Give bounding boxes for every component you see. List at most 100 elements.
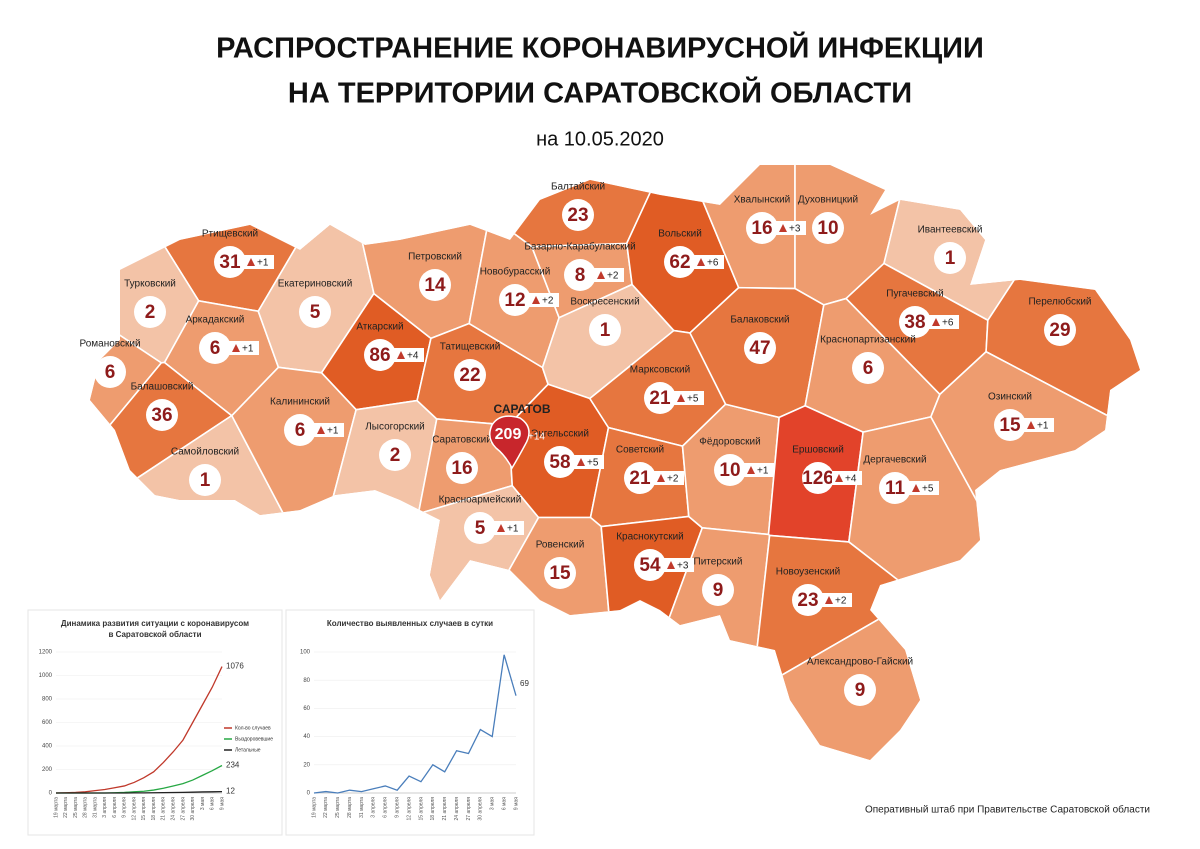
labels: Ртищевский 31 +1 Турковский 2 Аркадакский 6 +1 Р… <box>79 182 1092 706</box>
x-tick-label: 30 апреля <box>478 797 484 821</box>
case-badge <box>562 199 594 231</box>
district-name: Озинский <box>988 392 1032 403</box>
case-badge <box>812 212 844 244</box>
case-badge <box>702 574 734 606</box>
chart-title: в Саратовской области <box>108 630 201 639</box>
delta: +4 <box>407 351 419 362</box>
x-tick-label: 15 апреля <box>418 797 424 821</box>
case-count: 16 <box>751 218 772 239</box>
district-name: Романовский <box>79 339 140 350</box>
district-name: Екатериновский <box>278 279 353 290</box>
delta-arrow <box>747 466 755 474</box>
delta: +4 <box>845 474 857 485</box>
delta-arrow <box>697 258 705 266</box>
y-tick-label: 100 <box>300 650 311 656</box>
case-count: 126 <box>802 468 834 489</box>
case-badge <box>464 512 496 544</box>
delta-arrow <box>397 351 405 359</box>
district-name: Аткарский <box>356 322 403 333</box>
x-tick-label: 25 марта <box>335 797 341 818</box>
x-tick-label: 24 апреля <box>171 797 177 821</box>
district-name: Дергачевский <box>863 455 926 466</box>
series-line <box>313 654 517 794</box>
x-tick-label: 19 марта <box>311 797 317 818</box>
district-name: Татищевский <box>440 342 501 353</box>
case-count: 21 <box>649 388 671 409</box>
delta-arrow <box>532 296 540 304</box>
case-badge <box>499 284 531 316</box>
district-name: Александрово-Гайский <box>807 657 913 668</box>
x-tick-label: 30 апреля <box>190 797 196 821</box>
x-tick-label: 27 апреля <box>466 797 472 821</box>
case-badge <box>714 454 746 486</box>
delta: +1 <box>757 466 769 477</box>
case-badge <box>544 446 576 478</box>
case-badge <box>446 452 478 484</box>
case-badge <box>564 259 596 291</box>
case-badge <box>624 462 656 494</box>
delta: +5 <box>687 394 699 405</box>
y-tick-label: 40 <box>303 734 310 740</box>
case-count: 2 <box>145 302 156 323</box>
case-badge <box>792 584 824 616</box>
district-name: Марксовский <box>630 365 690 376</box>
x-tick-label: 18 апреля <box>430 797 436 821</box>
case-count: 6 <box>863 358 874 379</box>
district-name: Ершовский <box>792 445 844 456</box>
case-count: 10 <box>817 218 838 239</box>
end-value-label: 1076 <box>226 662 244 671</box>
case-badge <box>379 439 411 471</box>
title-line: НА ТЕРРИТОРИИ САРАТОВСКОЙ ОБЛАСТИ <box>288 76 912 110</box>
case-count: 21 <box>629 468 651 489</box>
district-name: Краснокутский <box>616 532 684 543</box>
case-count: 38 <box>904 312 925 333</box>
case-count: 14 <box>424 275 446 296</box>
end-value-label: 69 <box>520 679 529 688</box>
district-name: Саратовский <box>432 435 492 446</box>
case-badge <box>802 462 834 494</box>
district-name: Новобурасский <box>480 266 551 278</box>
delta: +2 <box>835 596 847 607</box>
x-tick-label: 12 апреля <box>406 797 412 821</box>
case-badge <box>454 359 486 391</box>
district-name: Ровенский <box>536 540 585 551</box>
y-tick-label: 0 <box>307 791 311 797</box>
end-value-label: 234 <box>226 761 240 770</box>
delta: +1 <box>242 344 254 355</box>
x-tick-label: 3 апреля <box>102 797 108 818</box>
district-name: Вольский <box>658 229 702 240</box>
district-name: Красноармейский <box>439 495 522 506</box>
x-tick-label: 21 апреля <box>442 797 448 821</box>
case-count: 5 <box>310 302 321 323</box>
delta: +2 <box>542 296 554 307</box>
x-tick-label: 22 марта <box>323 797 329 818</box>
x-tick-label: 12 апреля <box>131 797 137 821</box>
district-name: Лысогорский <box>365 422 425 433</box>
delta-arrow <box>667 561 675 569</box>
case-badge <box>746 212 778 244</box>
delta: +1 <box>257 258 269 269</box>
case-badge <box>899 306 931 338</box>
delta-arrow <box>597 271 605 279</box>
case-badge <box>644 382 676 414</box>
x-tick-label: 3 мая <box>490 797 496 810</box>
case-count: 1 <box>945 248 956 269</box>
y-tick-label: 1200 <box>39 650 53 656</box>
y-tick-label: 600 <box>42 720 53 726</box>
y-tick-label: 0 <box>49 791 53 797</box>
y-tick-label: 80 <box>303 678 310 684</box>
delta-arrow <box>932 318 940 326</box>
case-badge <box>879 472 911 504</box>
delta: +2 <box>607 271 619 282</box>
footer: Оперативный штаб при Правительстве Сарат… <box>865 804 1150 816</box>
delta: +3 <box>677 561 689 572</box>
legend-label: Летальные <box>235 747 261 753</box>
x-tick-label: 6 апреля <box>383 797 389 818</box>
x-tick-label: 6 мая <box>501 797 507 810</box>
end-value-label: 12 <box>226 787 235 796</box>
case-badge <box>744 332 776 364</box>
district-name: Энгельсский <box>531 429 589 440</box>
case-badge <box>934 242 966 274</box>
delta-arrow <box>232 344 240 352</box>
